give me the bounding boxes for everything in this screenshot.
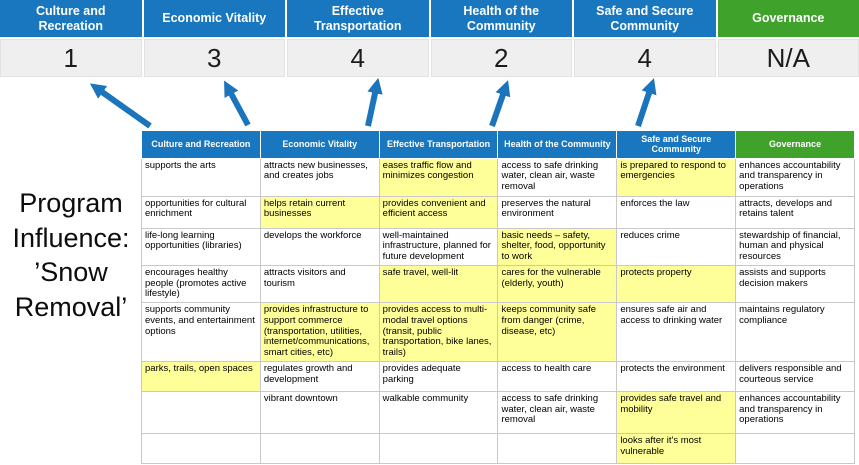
matrix-header-safe-and-secure-community: Safe and Secure Community bbox=[616, 130, 737, 159]
matrix-cell: attracts, develops and retains talent bbox=[735, 195, 855, 229]
scorecard-header-governance: Governance bbox=[717, 0, 859, 37]
matrix-header-health-of-the-community: Health of the Community bbox=[497, 130, 618, 159]
matrix-cell: walkable community bbox=[378, 390, 499, 434]
matrix-cell: is prepared to respond to emergencies bbox=[616, 157, 737, 197]
score-value-health-of-the-community: 2 bbox=[430, 39, 572, 77]
matrix-body: supports the arts attracts new businesses… bbox=[141, 157, 855, 464]
matrix-header-economic-vitality: Economic Vitality bbox=[259, 130, 380, 159]
matrix-cell: keeps community safe from danger (crime,… bbox=[497, 302, 618, 362]
matrix-cell: opportunities for cultural enrichment bbox=[141, 195, 261, 229]
matrix-cell: access to safe drinking water, clean air… bbox=[497, 390, 618, 434]
table-row: supports community events, and entertain… bbox=[141, 302, 855, 362]
scorecard-score-row: 1 3 4 2 4 N/A bbox=[0, 39, 859, 77]
matrix-cell: life-long learning opportunities (librar… bbox=[141, 227, 261, 266]
matrix-cell: delivers responsible and courteous servi… bbox=[735, 360, 855, 392]
score-value-economic-vitality: 3 bbox=[143, 39, 285, 77]
matrix-cell: regulates growth and development bbox=[259, 360, 380, 392]
matrix-cell: protects the environment bbox=[616, 360, 737, 392]
up-arrow-icon bbox=[635, 78, 657, 127]
scorecard-header-row: Culture and Recreation Economic Vitality E… bbox=[0, 0, 859, 37]
matrix-header-governance: Governance bbox=[735, 130, 855, 159]
scorecard-header-culture-and-recreation: Culture and Recreation bbox=[0, 0, 142, 37]
matrix-cell: provides adequate parking bbox=[378, 360, 499, 392]
matrix-header-effective-transportation: Effective Transportation bbox=[378, 130, 499, 159]
matrix-header-row: Culture and Recreation Economic Vitality E… bbox=[141, 130, 855, 159]
matrix-cell: looks after it's most vulnerable bbox=[616, 432, 737, 464]
matrix-cell: enforces the law bbox=[616, 195, 737, 229]
scorecard-header-economic-vitality: Economic Vitality bbox=[143, 0, 285, 37]
up-arrow-icon bbox=[224, 80, 251, 127]
matrix-cell bbox=[497, 432, 618, 464]
matrix-cell: cares for the vulnerable (elderly, youth… bbox=[497, 264, 618, 304]
matrix-cell: safe travel, well-lit bbox=[378, 264, 499, 304]
matrix-cell: parks, trails, open spaces bbox=[141, 360, 261, 392]
matrix-cell bbox=[735, 432, 855, 464]
table-row: life-long learning opportunities (librar… bbox=[141, 227, 855, 266]
table-row: vibrant downtown walkable community access… bbox=[141, 390, 855, 434]
score-value-safe-and-secure-community: 4 bbox=[574, 39, 716, 77]
influence-matrix: Culture and Recreation Economic Vitality E… bbox=[141, 130, 855, 464]
matrix-cell: well-maintained infrastructure, planned … bbox=[378, 227, 499, 266]
matrix-cell: protects property bbox=[616, 264, 737, 304]
score-value-governance: N/A bbox=[717, 39, 859, 77]
scorecard-header-safe-and-secure-community: Safe and Secure Community bbox=[574, 0, 716, 37]
score-value-effective-transportation: 4 bbox=[287, 39, 429, 77]
matrix-cell: helps retain current businesses bbox=[259, 195, 380, 229]
page-title: Program Influence: ’Snow Removal’ bbox=[12, 188, 130, 322]
score-value-culture-and-recreation: 1 bbox=[0, 39, 142, 77]
matrix-cell: access to health care bbox=[497, 360, 618, 392]
matrix-cell: access to safe drinking water, clean air… bbox=[497, 157, 618, 197]
matrix-header-culture-and-recreation: Culture and Recreation bbox=[141, 130, 261, 159]
scorecard-header-health-of-the-community: Health of the Community bbox=[430, 0, 572, 37]
score-arrows bbox=[89, 77, 657, 129]
matrix-cell bbox=[141, 432, 261, 464]
table-row: looks after it's most vulnerable bbox=[141, 432, 855, 464]
matrix-cell: provides infrastructure to support comme… bbox=[259, 302, 380, 362]
matrix-cell: enhances accountability and transparency… bbox=[735, 390, 855, 434]
matrix-cell: encourages healthy people (promotes acti… bbox=[141, 264, 261, 304]
matrix-cell: provides convenient and efficient access bbox=[378, 195, 499, 229]
matrix-cell: reduces crime bbox=[616, 227, 737, 266]
matrix-cell bbox=[378, 432, 499, 464]
matrix-cell: develops the workforce bbox=[259, 227, 380, 266]
scorecard-header-effective-transportation: Effective Transportation bbox=[287, 0, 429, 37]
matrix-cell: provides safe travel and mobility bbox=[616, 390, 737, 434]
matrix-cell: basic needs – safety, shelter, food, opp… bbox=[497, 227, 618, 266]
table-row: parks, trails, open spaces regulates grow… bbox=[141, 360, 855, 392]
matrix-cell: preserves the natural environment bbox=[497, 195, 618, 229]
up-arrow-icon bbox=[365, 77, 383, 127]
matrix-cell: assists and supports decision makers bbox=[735, 264, 855, 304]
table-row: opportunities for cultural enrichment hel… bbox=[141, 195, 855, 229]
matrix-cell: eases traffic flow and minimizes congest… bbox=[378, 157, 499, 197]
up-arrow-icon bbox=[89, 83, 152, 129]
matrix-cell: stewardship of financial, human and phys… bbox=[735, 227, 855, 266]
matrix-cell: enhances accountability and transparency… bbox=[735, 157, 855, 197]
matrix-cell bbox=[141, 390, 261, 434]
matrix-cell: supports the arts bbox=[141, 157, 261, 197]
matrix-cell: maintains regulatory compliance bbox=[735, 302, 855, 362]
matrix-cell: provides access to multi-modal travel op… bbox=[378, 302, 499, 362]
table-row: encourages healthy people (promotes acti… bbox=[141, 264, 855, 304]
matrix-cell: supports community events, and entertain… bbox=[141, 302, 261, 362]
matrix-cell: ensures safe air and access to drinking … bbox=[616, 302, 737, 362]
matrix-cell bbox=[259, 432, 380, 464]
matrix-cell: vibrant downtown bbox=[259, 390, 380, 434]
matrix-cell: attracts visitors and tourism bbox=[259, 264, 380, 304]
up-arrow-icon bbox=[489, 80, 511, 127]
matrix-cell: attracts new businesses, and creates job… bbox=[259, 157, 380, 197]
table-row: supports the arts attracts new businesses… bbox=[141, 157, 855, 197]
